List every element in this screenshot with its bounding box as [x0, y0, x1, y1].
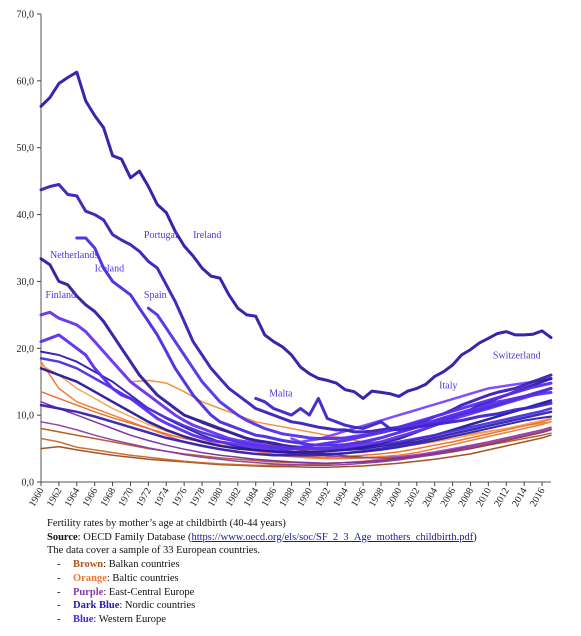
x-tick-label: 1970: [117, 486, 137, 509]
country-label-malta: Malta: [269, 388, 293, 399]
series-line-blue: [40, 350, 552, 455]
legend-text: : East-Central Europe: [103, 586, 195, 598]
legend-text: : Baltic countries: [106, 572, 179, 584]
country-label-portugal: Portugal: [144, 230, 178, 241]
legend-item-blue: - Blue: Western Europe: [57, 613, 166, 625]
legend-text: : Western Europe: [93, 613, 166, 625]
x-tick-label: 1998: [367, 486, 387, 509]
series-line-dark-blue: [39, 70, 553, 400]
x-tick-label: 1974: [152, 486, 172, 509]
caption-sample-note: The data cover a sample of 33 European c…: [47, 545, 261, 557]
source-close: ): [473, 531, 477, 543]
x-tick-label: 1984: [242, 486, 262, 509]
y-tick-label: 40,0: [17, 210, 35, 221]
x-tick-label: 1976: [170, 486, 190, 509]
y-tick-label: 10,0: [17, 411, 35, 422]
legend-key: Dark Blue: [73, 600, 120, 612]
x-tick-label: 1994: [331, 486, 351, 509]
legend-key: Purple: [73, 586, 104, 598]
y-tick-label: 0,0: [22, 478, 35, 489]
series-line-blue: [290, 377, 553, 444]
x-tick-label: 1962: [45, 486, 65, 509]
source-text: : OECD Family Database (: [77, 531, 192, 543]
series-lines: [39, 70, 553, 469]
y-tick-label: 50,0: [17, 143, 35, 154]
y-tick-label: 60,0: [17, 76, 35, 87]
series-line-dark-blue: [39, 367, 553, 454]
x-tick-label: 2006: [439, 486, 459, 509]
x-tick-label: 1968: [99, 486, 119, 509]
x-tick-label: 1992: [313, 486, 333, 509]
series-line-orange: [40, 360, 552, 460]
series-line-blue: [254, 396, 553, 432]
source-link[interactable]: https://www.oecd.org/els/soc/SF_2_3_Age_…: [191, 531, 474, 543]
legend-key: Brown: [73, 559, 104, 571]
source-label: Source: [47, 531, 78, 543]
series-line-brown: [40, 434, 552, 469]
caption-source: Source: OECD Family Database (https://ww…: [47, 531, 577, 545]
legend-key: Blue: [73, 613, 94, 625]
legend-item-orange: - Orange: Baltic countries: [57, 572, 179, 584]
y-tick-label: 20,0: [17, 344, 35, 355]
country-label-finland: Finland: [45, 290, 76, 301]
color-legend: - Brown: Balkan countries - Orange: Baltic…: [47, 558, 577, 627]
x-tick-label: 2000: [385, 486, 405, 509]
x-tick-label: 2014: [510, 486, 530, 509]
y-tick-label: 30,0: [17, 277, 35, 288]
country-label-iceland: Iceland: [95, 263, 124, 274]
x-tick-label: 2016: [528, 486, 548, 509]
series-line-blue: [39, 333, 553, 451]
country-labels: Portugal Ireland Netherlands Iceland Finland…: [45, 230, 540, 399]
x-tick-label: 1966: [81, 486, 101, 509]
series-line-dark-blue: [39, 257, 553, 451]
x-tick-label: 1988: [278, 486, 298, 509]
x-tick-label: 1996: [349, 486, 369, 509]
legend-text: : Balkan countries: [103, 559, 180, 571]
series-line-dark-blue: [39, 183, 553, 434]
legend-key: Orange: [73, 572, 107, 584]
x-tick-label: 2010: [474, 486, 494, 509]
country-label-spain: Spain: [144, 290, 167, 301]
x-tick-label: 2002: [403, 486, 423, 509]
y-tick-label: 70,0: [17, 10, 35, 21]
figure-caption: Fertility rates by mother’s age at child…: [47, 517, 577, 627]
x-tick-label: 1986: [260, 486, 280, 509]
x-tick-label: 1960: [27, 486, 47, 509]
country-label-italy: Italy: [439, 380, 457, 391]
x-tick-label: 1982: [224, 486, 244, 509]
series-line-dark-blue: [39, 403, 553, 457]
x-tick-label: 2012: [492, 486, 512, 509]
legend-item-brown: - Brown: Balkan countries: [57, 559, 180, 571]
x-tick-label: 2008: [457, 486, 477, 509]
x-tick-label: 1978: [188, 486, 208, 509]
x-tick-label: 1980: [206, 486, 226, 509]
line-chart: 0,010,020,030,040,050,060,070,0196019621…: [17, 10, 553, 509]
country-label-switzerland: Switzerland: [493, 350, 541, 361]
legend-item-purple: - Purple: East-Central Europe: [57, 586, 195, 598]
x-tick-label: 2004: [421, 486, 441, 509]
x-tick-label: 1990: [295, 486, 315, 509]
legend-text: : Nordic countries: [119, 600, 196, 612]
series-line-purple: [40, 421, 552, 467]
country-label-ireland: Ireland: [193, 230, 221, 241]
legend-item-dark-blue: - Dark Blue: Nordic countries: [57, 600, 196, 612]
caption-title: Fertility rates by mother’s age at child…: [47, 518, 286, 529]
series-line-blue: [146, 306, 553, 440]
x-tick-label: 1972: [134, 486, 154, 509]
x-tick-label: 1964: [63, 486, 83, 509]
country-label-netherlands: Netherlands: [50, 250, 98, 261]
